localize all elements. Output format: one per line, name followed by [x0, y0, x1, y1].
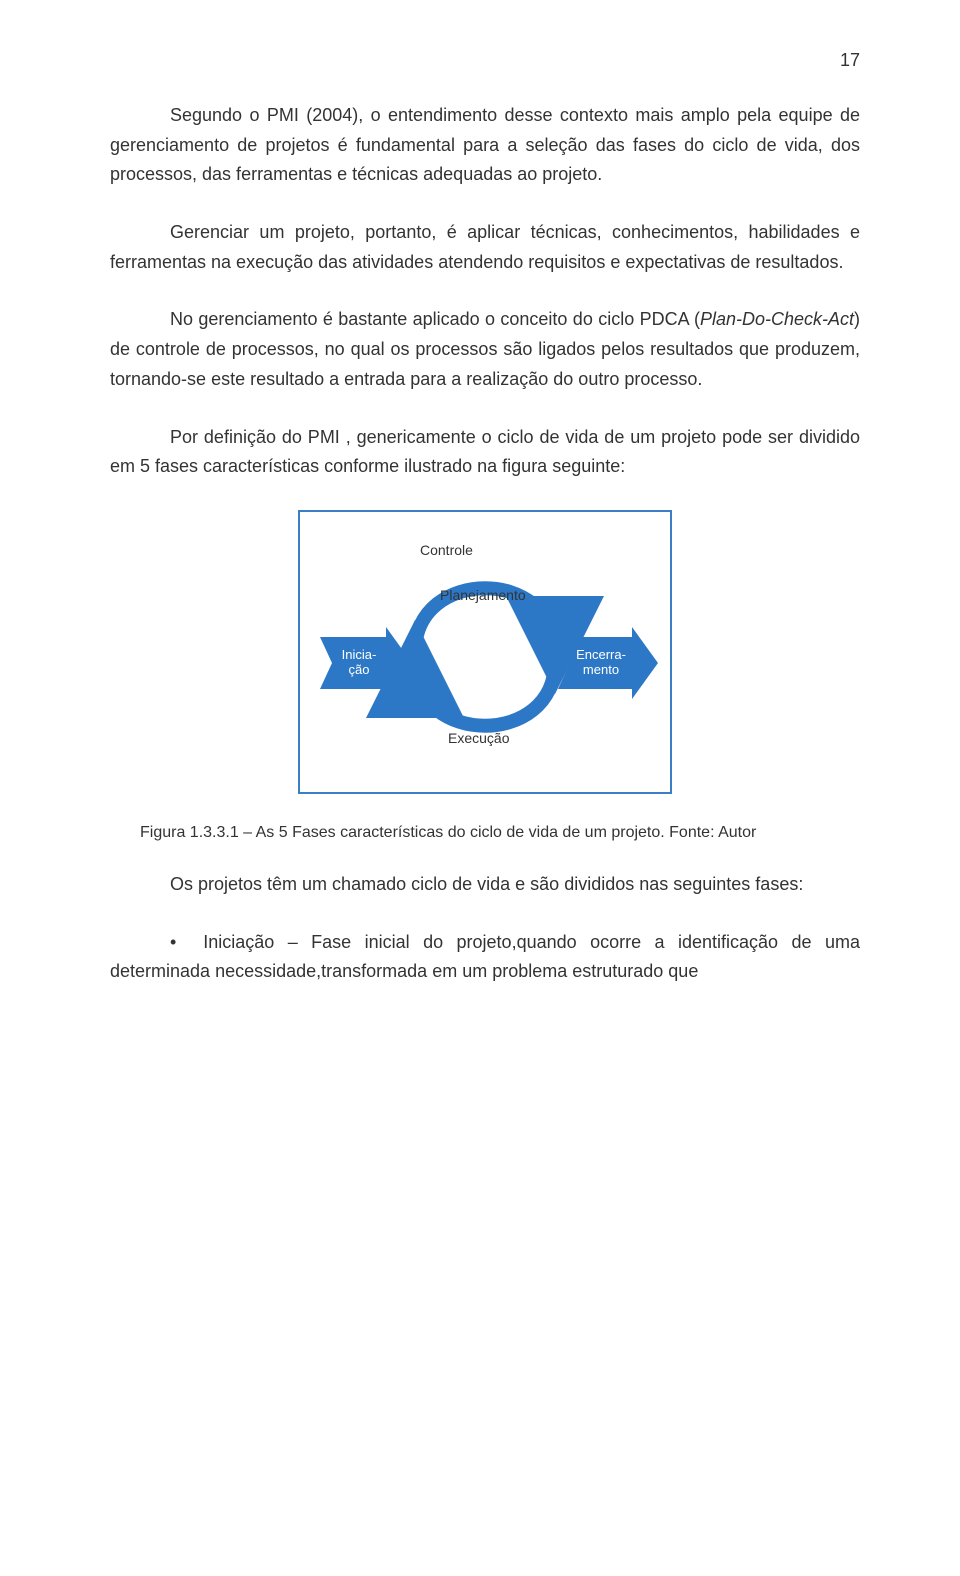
- arrow-encerramento-label: Encerra- mento: [570, 637, 632, 689]
- bullet-mark: •: [170, 932, 176, 952]
- figure-wrapper: Controle Planejamento Execução Inicia- ç…: [110, 510, 860, 794]
- paragraph-1-text: Segundo o PMI (2004), o entendimento des…: [110, 105, 860, 184]
- label-execucao: Execução: [448, 730, 509, 746]
- paragraph-3-b: Plan-Do-Check-Act: [700, 309, 854, 329]
- paragraph-3-a: No gerenciamento é bastante aplicado o c…: [170, 309, 700, 329]
- paragraph-3: No gerenciamento é bastante aplicado o c…: [110, 305, 860, 394]
- paragraph-2-text: Gerenciar um projeto, portanto, é aplica…: [110, 222, 860, 272]
- bottom-curve: [415, 662, 555, 726]
- paragraph-4-text: Por definição do PMI , genericamente o c…: [110, 427, 860, 477]
- figure-box: Controle Planejamento Execução Inicia- ç…: [298, 510, 672, 794]
- document-page: 17 Segundo o PMI (2004), o entendimento …: [0, 0, 960, 1037]
- arrow-iniciacao: Inicia- ção: [320, 627, 412, 699]
- paragraph-5-text: Os projetos têm um chamado ciclo de vida…: [170, 874, 803, 894]
- paragraph-1: Segundo o PMI (2004), o entendimento des…: [110, 101, 860, 190]
- paragraph-5: Os projetos têm um chamado ciclo de vida…: [110, 870, 860, 900]
- arrow-iniciacao-label: Inicia- ção: [332, 637, 386, 689]
- label-planejamento: Planejamento: [440, 587, 526, 603]
- bullet-iniciacao: • Iniciação – Fase inicial do projeto,qu…: [110, 928, 860, 987]
- bullet-text: Iniciação – Fase inicial do projeto,quan…: [110, 932, 860, 982]
- label-controle: Controle: [420, 542, 473, 558]
- figure-caption: Figura 1.3.3.1 – As 5 Fases característi…: [140, 824, 860, 842]
- paragraph-4: Por definição do PMI , genericamente o c…: [110, 423, 860, 482]
- arrow-encerramento: Encerra- mento: [558, 627, 658, 699]
- page-number: 17: [110, 50, 860, 71]
- paragraph-2: Gerenciar um projeto, portanto, é aplica…: [110, 218, 860, 277]
